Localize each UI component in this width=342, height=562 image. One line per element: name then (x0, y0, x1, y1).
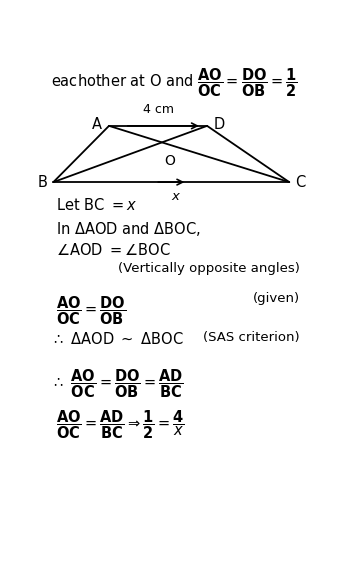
Text: (Vertically opposite angles): (Vertically opposite angles) (118, 262, 300, 275)
Text: D: D (214, 117, 225, 133)
Text: A: A (92, 117, 102, 133)
Text: Let BC $= x$: Let BC $= x$ (56, 197, 137, 213)
Text: (SAS criterion): (SAS criterion) (203, 331, 300, 344)
Text: (given): (given) (253, 292, 300, 305)
Text: $\angle$AOD $= \angle$BOC: $\angle$AOD $= \angle$BOC (56, 242, 171, 259)
Text: B: B (38, 175, 48, 189)
Text: $\dfrac{\mathbf{AO}}{\mathbf{OC}} = \dfrac{\mathbf{AD}}{\mathbf{BC}} \Rightarrow: $\dfrac{\mathbf{AO}}{\mathbf{OC}} = \dfr… (56, 409, 185, 441)
Text: eachother at O and $\dfrac{\mathbf{AO}}{\mathbf{OC}} = \dfrac{\mathbf{DO}}{\math: eachother at O and $\dfrac{\mathbf{AO}}{… (51, 66, 297, 99)
Text: $\therefore$ $\Delta$AOD $\sim$ $\Delta$BOC: $\therefore$ $\Delta$AOD $\sim$ $\Delta$… (51, 331, 183, 347)
Text: $x$: $x$ (171, 190, 182, 203)
Text: O: O (164, 154, 175, 168)
Text: $\therefore$ $\dfrac{\mathbf{AO}}{\mathbf{OC}} = \dfrac{\mathbf{DO}}{\mathbf{OB}: $\therefore$ $\dfrac{\mathbf{AO}}{\mathb… (51, 368, 184, 400)
Text: $\dfrac{\mathbf{AO}}{\mathbf{OC}} = \dfrac{\mathbf{DO}}{\mathbf{OB}}$: $\dfrac{\mathbf{AO}}{\mathbf{OC}} = \dfr… (56, 294, 126, 327)
Text: 4 cm: 4 cm (143, 103, 173, 116)
Text: C: C (295, 175, 305, 189)
Text: In $\Delta$AOD and $\Delta$BOC,: In $\Delta$AOD and $\Delta$BOC, (56, 220, 201, 238)
